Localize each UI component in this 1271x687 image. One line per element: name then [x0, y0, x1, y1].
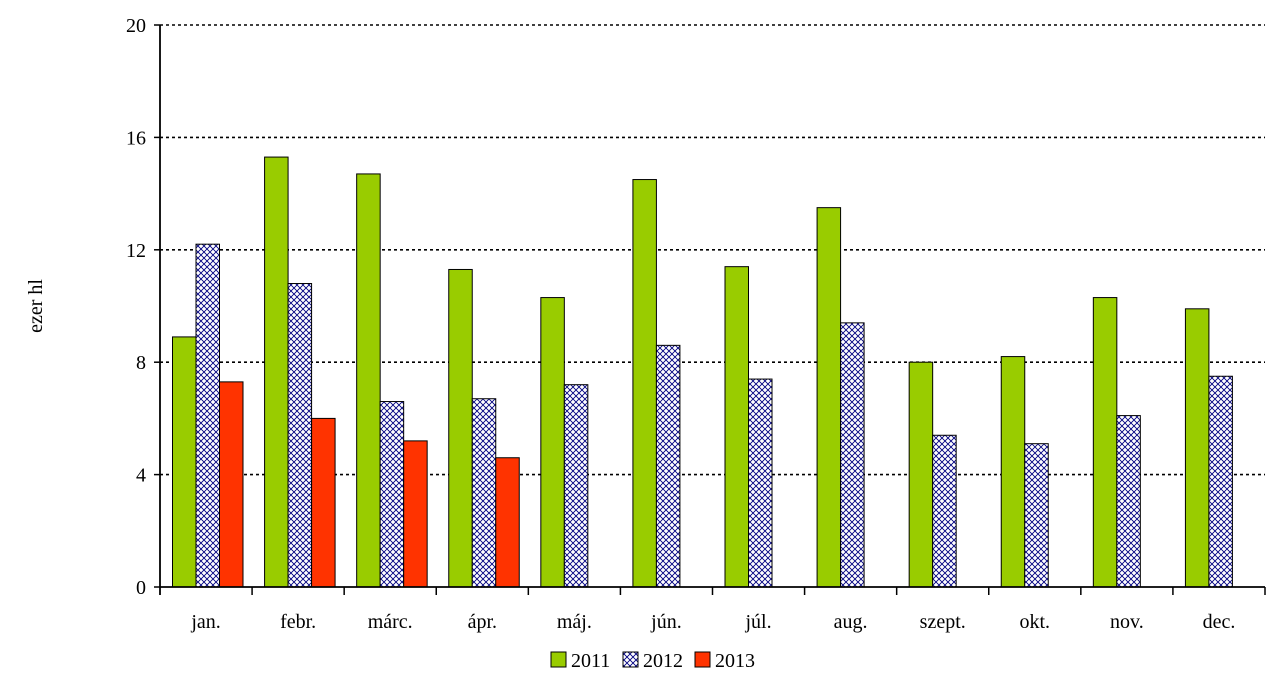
- legend-swatch-2012: [622, 651, 639, 668]
- y-tick-label: 20: [126, 15, 146, 37]
- axes: 0 4 8 12 16 20 jan. febr. márc. ápr. máj. jún. júl. a…: [126, 15, 1266, 633]
- x-tick-label: ápr.: [468, 611, 497, 633]
- legend-label-2013: 2013: [715, 650, 755, 672]
- bar-2011-aug.: [816, 207, 842, 588]
- legend-swatch-2013: [694, 651, 711, 668]
- bar-2011-nov.: [1092, 297, 1118, 588]
- bars: [172, 156, 1233, 588]
- bar-2012-ápr.: [471, 398, 497, 588]
- y-tick-label: 16: [126, 127, 146, 149]
- x-tick-label: dec.: [1203, 611, 1236, 633]
- bar-2012-márc.: [379, 401, 405, 588]
- bar-2011-febr.: [264, 156, 289, 588]
- y-axis-title: ezer hl: [25, 279, 47, 333]
- y-tick-label: 8: [136, 352, 146, 374]
- x-tick-label: febr.: [280, 611, 316, 633]
- bar-2011-jún.: [632, 179, 657, 588]
- bar-2012-okt.: [1024, 443, 1049, 588]
- x-tick-label: okt.: [1020, 611, 1051, 633]
- bar-2011-jan.: [172, 336, 197, 588]
- bar-2012-szept.: [932, 434, 957, 588]
- legend-swatch-2011: [550, 651, 567, 668]
- bar-2013-febr.: [311, 417, 336, 588]
- bar-2012-máj.: [563, 384, 589, 588]
- x-tick-label: nov.: [1110, 611, 1144, 633]
- bar-2011-ápr.: [448, 268, 473, 588]
- bar-2011-szept.: [908, 361, 934, 588]
- legend-label-2011: 2011: [571, 650, 610, 672]
- y-tick-label: 0: [136, 577, 146, 599]
- bar-2012-febr.: [287, 283, 313, 588]
- bar-2012-júl.: [748, 378, 773, 588]
- bar-2012-dec.: [1208, 375, 1233, 588]
- bar-2011-máj.: [540, 297, 565, 588]
- x-tick-label: máj.: [557, 611, 592, 633]
- bar-2012-jún.: [655, 344, 681, 588]
- x-tick-label: jún.: [650, 611, 682, 633]
- legend: 2011 2012 2013: [550, 650, 755, 672]
- x-tick-label: márc.: [368, 611, 413, 633]
- bar-2011-márc.: [356, 173, 381, 588]
- x-tick-label: aug.: [834, 611, 868, 633]
- x-tick-label: szept.: [920, 611, 966, 633]
- gridlines: [160, 24, 1265, 476]
- bar-2013-jan.: [219, 381, 244, 588]
- y-tick-label: 12: [126, 240, 146, 262]
- x-tick-label: jan.: [190, 611, 220, 633]
- x-tick-label: júl.: [744, 611, 771, 633]
- bar-2012-nov.: [1116, 415, 1141, 588]
- bar-2012-jan.: [195, 243, 220, 588]
- bar-2011-júl.: [724, 266, 749, 588]
- bar-2013-ápr.: [495, 457, 520, 588]
- bar-2011-okt.: [1000, 356, 1026, 588]
- bar-2011-dec.: [1184, 308, 1210, 588]
- legend-label-2012: 2012: [643, 650, 683, 672]
- bar-2012-aug.: [840, 322, 865, 588]
- y-tick-label: 4: [136, 465, 146, 487]
- bar-2013-márc.: [403, 440, 428, 588]
